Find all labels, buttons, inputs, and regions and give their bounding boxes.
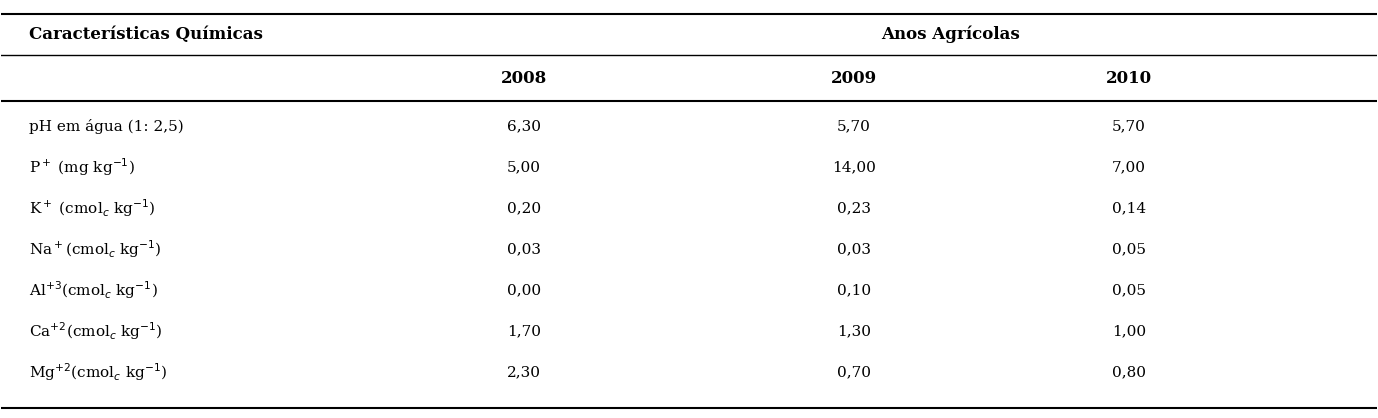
Text: 0,10: 0,10	[836, 283, 871, 297]
Text: 5,00: 5,00	[507, 161, 542, 174]
Text: 0,80: 0,80	[1112, 365, 1146, 379]
Text: 1,30: 1,30	[836, 324, 871, 338]
Text: 2009: 2009	[831, 70, 876, 87]
Text: 0,03: 0,03	[507, 242, 542, 256]
Text: pH em água (1: 2,5): pH em água (1: 2,5)	[29, 119, 183, 134]
Text: Ca$^{+2}$(cmol$_c$ kg$^{-1}$): Ca$^{+2}$(cmol$_c$ kg$^{-1}$)	[29, 321, 163, 342]
Text: 0,05: 0,05	[1112, 283, 1146, 297]
Text: 5,70: 5,70	[836, 120, 871, 133]
Text: 1,70: 1,70	[507, 324, 542, 338]
Text: 0,00: 0,00	[507, 283, 542, 297]
Text: Al$^{+3}$(cmol$_c$ kg$^{-1}$): Al$^{+3}$(cmol$_c$ kg$^{-1}$)	[29, 280, 157, 301]
Text: 14,00: 14,00	[832, 161, 876, 174]
Text: 2008: 2008	[500, 70, 547, 87]
Text: 0,70: 0,70	[836, 365, 871, 379]
Text: K$^+$ (cmol$_c$ kg$^{-1}$): K$^+$ (cmol$_c$ kg$^{-1}$)	[29, 198, 156, 219]
Text: 2,30: 2,30	[507, 365, 542, 379]
Text: Características Químicas: Características Químicas	[29, 26, 263, 43]
Text: 0,14: 0,14	[1112, 201, 1146, 215]
Text: Na$^+$(cmol$_c$ kg$^{-1}$): Na$^+$(cmol$_c$ kg$^{-1}$)	[29, 239, 161, 260]
Text: 7,00: 7,00	[1112, 161, 1146, 174]
Text: 2010: 2010	[1107, 70, 1152, 87]
Text: 5,70: 5,70	[1112, 120, 1146, 133]
Text: 0,20: 0,20	[507, 201, 542, 215]
Text: 1,00: 1,00	[1112, 324, 1146, 338]
Text: Anos Agrícolas: Anos Agrícolas	[881, 26, 1020, 43]
Text: 6,30: 6,30	[507, 120, 542, 133]
Text: 0,05: 0,05	[1112, 242, 1146, 256]
Text: 0,23: 0,23	[836, 201, 871, 215]
Text: 0,03: 0,03	[836, 242, 871, 256]
Text: P$^+$ (mg kg$^{-1}$): P$^+$ (mg kg$^{-1}$)	[29, 157, 135, 178]
Text: Mg$^{+2}$(cmol$_c$ kg$^{-1}$): Mg$^{+2}$(cmol$_c$ kg$^{-1}$)	[29, 362, 167, 383]
